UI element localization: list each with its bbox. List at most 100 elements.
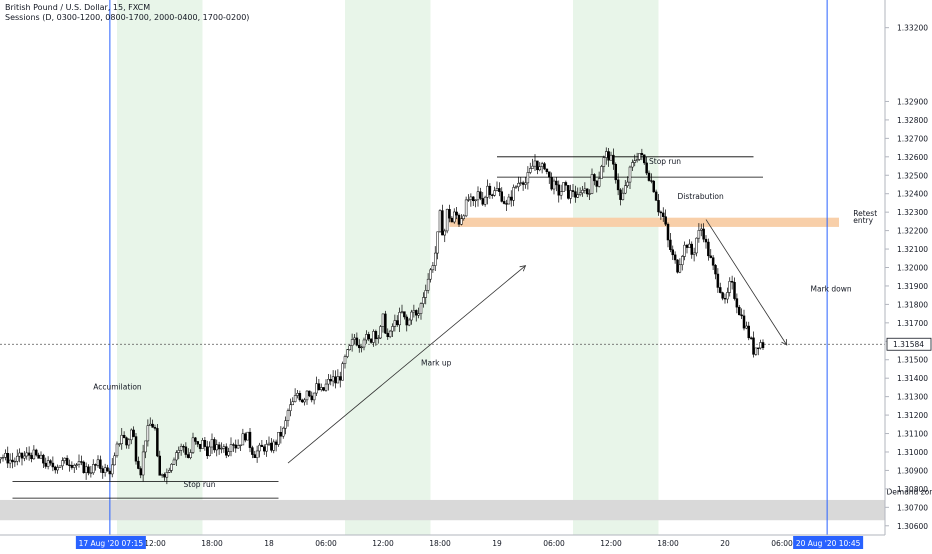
candle-body xyxy=(180,446,182,450)
candle-body xyxy=(726,292,728,299)
candle-body xyxy=(762,342,764,347)
candle-body xyxy=(612,155,614,164)
candle-body xyxy=(73,465,75,467)
candle-body xyxy=(344,357,346,364)
candle-body xyxy=(128,440,130,445)
candle-body xyxy=(411,312,413,320)
candle-body xyxy=(297,393,299,395)
candle-body xyxy=(674,255,676,260)
candle-body xyxy=(356,338,358,345)
candle-body xyxy=(653,181,655,192)
candle-body xyxy=(19,453,21,456)
candle-body xyxy=(596,181,598,187)
price-tick-label: 1.31200 xyxy=(897,411,928,420)
candle-body xyxy=(199,444,201,448)
candle-body xyxy=(534,161,536,166)
candle-body xyxy=(323,387,325,390)
candle-body xyxy=(639,153,641,159)
candle-body xyxy=(99,460,101,469)
candle-body xyxy=(161,474,163,475)
candle-body xyxy=(449,209,451,218)
price-tick-label: 1.31100 xyxy=(897,430,928,439)
candle-body xyxy=(439,211,441,232)
candle-body xyxy=(313,393,315,400)
candle-body xyxy=(45,463,47,466)
candle-body xyxy=(696,238,698,253)
candle-body xyxy=(660,212,662,213)
candle-body xyxy=(755,348,757,354)
candle-body xyxy=(693,253,695,255)
candle-body xyxy=(629,167,631,182)
candle-body xyxy=(700,229,702,230)
candle-body xyxy=(603,158,605,167)
price-tick-label: 1.33200 xyxy=(897,24,928,33)
candle-body xyxy=(209,447,211,456)
candle-body xyxy=(555,181,557,185)
candle-body xyxy=(2,457,4,458)
time-tick-label: 06:00 xyxy=(543,539,565,548)
candle-body xyxy=(337,377,339,383)
candle-body xyxy=(484,197,486,204)
price-axis[interactable]: 1.332001.329001.328001.327001.326001.325… xyxy=(885,0,931,535)
price-tick-label: 1.31400 xyxy=(897,374,928,383)
candle-body xyxy=(88,467,90,473)
candle-body xyxy=(387,333,389,337)
price-tick-label: 1.32400 xyxy=(897,190,928,199)
candle-body xyxy=(567,185,569,198)
candle-body xyxy=(206,447,208,456)
annotation-label: Stop run xyxy=(649,157,681,166)
candle-body xyxy=(280,432,282,436)
candle-body xyxy=(501,192,503,202)
candle-body xyxy=(9,460,11,463)
candle-body xyxy=(558,185,560,195)
candle-body xyxy=(156,428,158,456)
candle-body xyxy=(743,316,745,328)
candle-body xyxy=(85,467,87,473)
annotation-label: entry xyxy=(853,216,873,225)
candle-body xyxy=(12,460,14,462)
candle-body xyxy=(494,191,496,196)
candle-body xyxy=(648,173,650,181)
candle-body xyxy=(665,217,667,224)
candle-body xyxy=(517,183,519,186)
candle-body xyxy=(64,458,66,460)
annotation-label: Stop run xyxy=(184,480,216,489)
candle-body xyxy=(26,453,28,456)
candle-body xyxy=(389,331,391,337)
chart-title: British Pound / U.S. Dollar, 15, FXCM xyxy=(5,3,249,13)
candle-body xyxy=(593,174,595,180)
candle-body xyxy=(608,152,610,161)
price-tick-label: 1.32000 xyxy=(897,264,928,273)
candle-body xyxy=(61,461,63,466)
time-tick-label: 06:00 xyxy=(315,539,337,548)
candle-body xyxy=(332,377,334,381)
candle-body xyxy=(536,161,538,170)
candle-body xyxy=(715,265,717,274)
candle-body xyxy=(242,434,244,445)
candle-body xyxy=(686,245,688,247)
candle-body xyxy=(76,465,78,466)
candle-body xyxy=(202,440,204,448)
candle-body xyxy=(278,432,280,444)
candle-body xyxy=(757,348,759,349)
candle-body xyxy=(218,445,220,449)
candle-body xyxy=(710,256,712,258)
candle-body xyxy=(95,464,97,465)
price-tick-label: 1.31500 xyxy=(897,356,928,365)
candle-body xyxy=(251,448,253,455)
candle-body xyxy=(173,460,175,464)
candle-body xyxy=(325,384,327,390)
candle-body xyxy=(574,192,576,198)
candle-body xyxy=(133,430,135,437)
candle-body xyxy=(92,464,94,472)
candle-body xyxy=(154,427,156,428)
candle-body xyxy=(97,460,99,466)
candle-body xyxy=(705,239,707,242)
candle-body xyxy=(539,167,541,170)
candle-body xyxy=(187,455,189,458)
candle-body xyxy=(145,441,147,452)
price-tick-label: 1.30700 xyxy=(897,503,928,512)
